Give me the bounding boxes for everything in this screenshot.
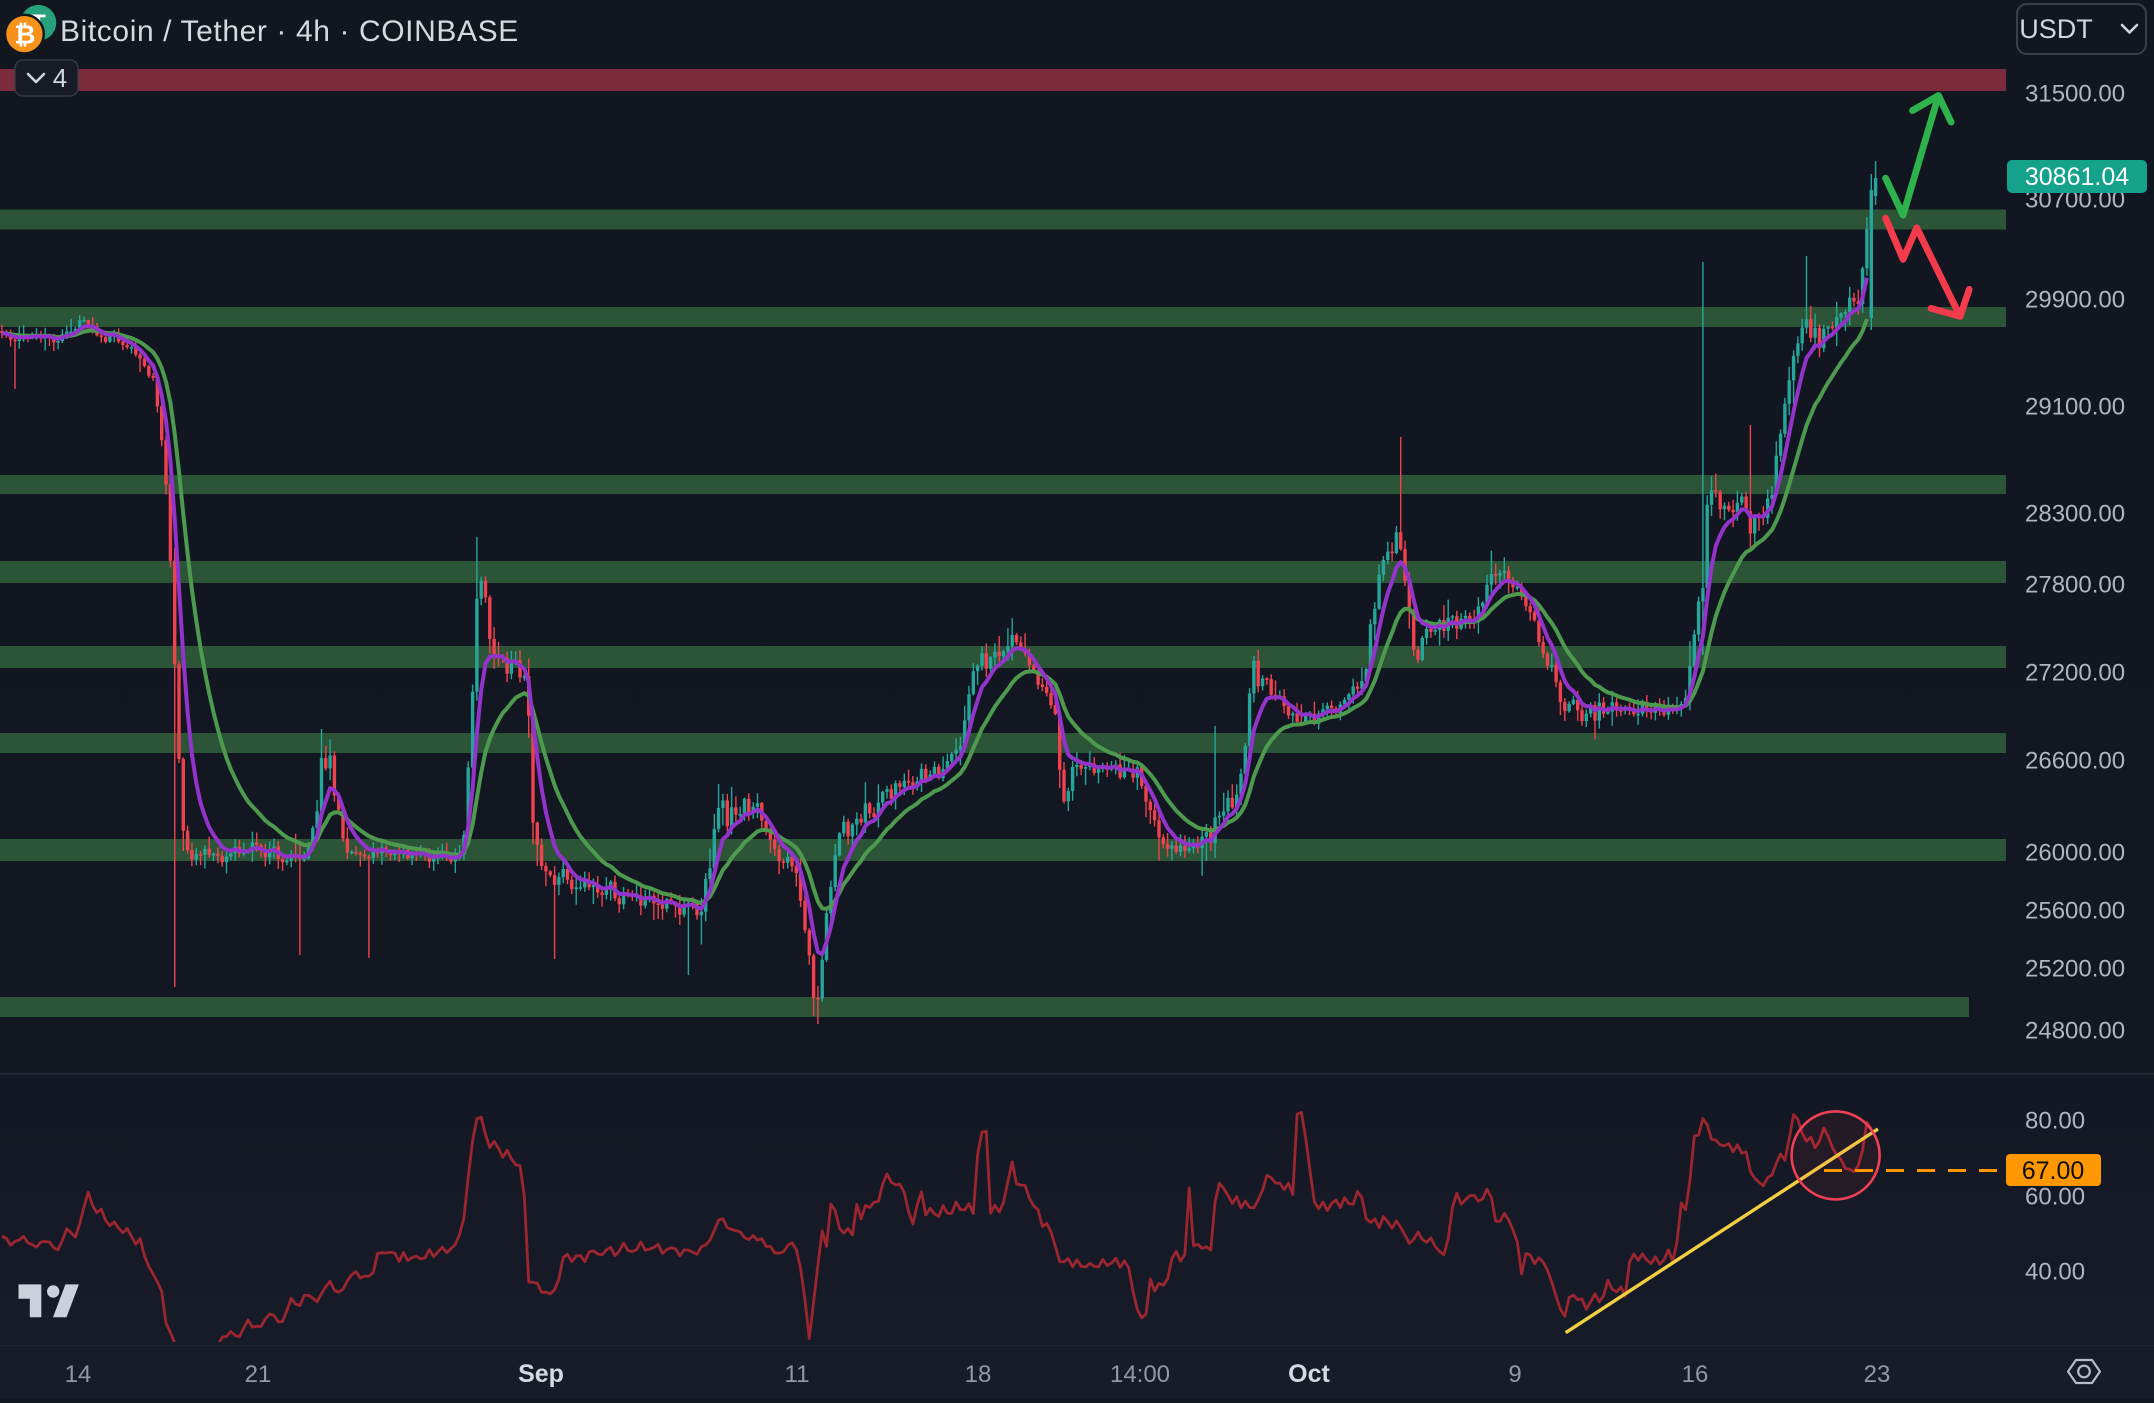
svg-text:26600.00: 26600.00 xyxy=(2025,748,2125,775)
svg-text:25200.00: 25200.00 xyxy=(2025,956,2125,983)
svg-text:Bitcoin / Tether · 4h · COINBA: Bitcoin / Tether · 4h · COINBASE xyxy=(60,15,519,48)
svg-text:9: 9 xyxy=(1508,1361,1521,1388)
svg-text:Oct: Oct xyxy=(1288,1360,1330,1388)
svg-text:40.00: 40.00 xyxy=(2025,1259,2085,1286)
svg-text:80.00: 80.00 xyxy=(2025,1108,2085,1135)
svg-text:23: 23 xyxy=(1864,1361,1891,1388)
svg-text:67.00: 67.00 xyxy=(2022,1157,2085,1185)
svg-text:14:00: 14:00 xyxy=(1110,1361,1170,1388)
svg-text:18: 18 xyxy=(965,1361,992,1388)
svg-text:29100.00: 29100.00 xyxy=(2025,394,2125,421)
svg-text:29900.00: 29900.00 xyxy=(2025,287,2125,314)
svg-text:28300.00: 28300.00 xyxy=(2025,501,2125,528)
svg-text:27200.00: 27200.00 xyxy=(2025,660,2125,687)
svg-text:16: 16 xyxy=(1682,1361,1709,1388)
svg-text:27800.00: 27800.00 xyxy=(2025,572,2125,599)
svg-text:21: 21 xyxy=(245,1361,272,1388)
svg-text:₿: ₿ xyxy=(14,20,35,50)
svg-text:31500.00: 31500.00 xyxy=(2025,81,2125,108)
svg-text:14: 14 xyxy=(65,1361,92,1388)
svg-text:30861.04: 30861.04 xyxy=(2025,163,2129,191)
svg-text:25600.00: 25600.00 xyxy=(2025,898,2125,925)
svg-text:USDT: USDT xyxy=(2019,14,2093,44)
svg-text:24800.00: 24800.00 xyxy=(2025,1018,2125,1045)
svg-text:4: 4 xyxy=(53,63,67,93)
svg-text:26000.00: 26000.00 xyxy=(2025,840,2125,867)
svg-text:Sep: Sep xyxy=(518,1360,564,1388)
svg-text:11: 11 xyxy=(785,1361,810,1388)
svg-text:60.00: 60.00 xyxy=(2025,1184,2085,1211)
